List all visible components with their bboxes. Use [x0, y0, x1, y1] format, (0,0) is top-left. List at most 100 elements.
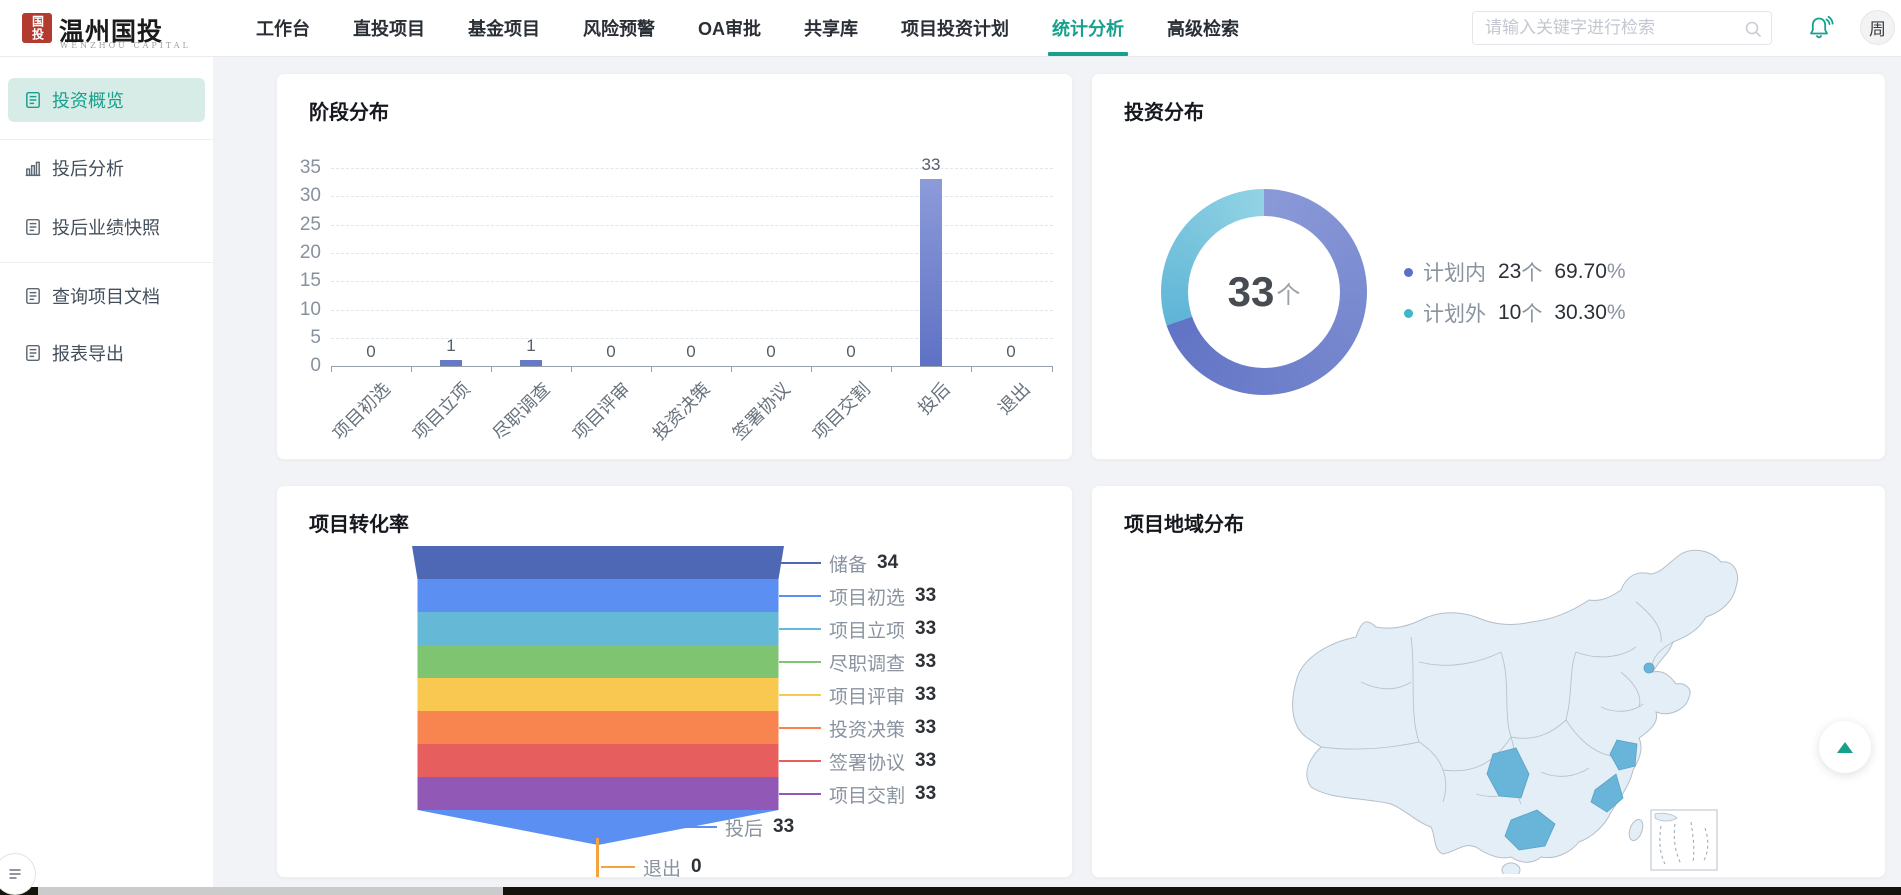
horizontal-scrollbar-track[interactable] [0, 887, 1901, 895]
funnel-label-row: 项目评审 33 [779, 684, 936, 708]
regional-distribution-card: 项目地域分布 [1091, 485, 1886, 878]
funnel-stage-initial-selection[interactable] [417, 579, 779, 612]
funnel-label-row: 投资决策 33 [779, 717, 936, 741]
sidebar-item-label: 投后业绩快照 [52, 218, 160, 238]
connector-line [779, 760, 821, 762]
sidebar-divider [0, 262, 213, 263]
main-nav: 工作台 直投项目 基金项目 风险预警 OA审批 共享库 项目投资计划 统计分析 … [256, 0, 1239, 56]
funnel-stage-sign-agreement[interactable] [417, 744, 779, 777]
nav-item-fund-projects[interactable]: 基金项目 [468, 19, 540, 39]
nav-item-advanced-search[interactable]: 高级检索 [1167, 19, 1239, 39]
x-tick [811, 367, 812, 372]
donut-total-unit: 个 [1276, 281, 1301, 309]
memo-lines-icon [9, 869, 21, 879]
legend-dot [1404, 267, 1413, 277]
x-category-label: 项目立项 [408, 378, 474, 444]
funnel-stage-project-closing[interactable] [417, 777, 779, 810]
legend-item-out-of-plan[interactable]: 计划外 10 个 30.30 % [1404, 301, 1638, 326]
bar-value-label: 1 [526, 336, 536, 355]
funnel-stage-value: 33 [915, 651, 937, 672]
china-map[interactable] [1181, 542, 1801, 877]
x-tick [731, 367, 732, 372]
x-tick [1052, 367, 1053, 372]
legend-count: 10 [1498, 301, 1522, 324]
nav-item-oa-approval[interactable]: OA审批 [698, 19, 761, 39]
nav-item-shared-library[interactable]: 共享库 [804, 19, 858, 39]
y-tick-label: 25 [299, 214, 321, 235]
horizontal-scrollbar-thumb[interactable] [38, 887, 503, 895]
province-zhejiang[interactable] [1609, 739, 1638, 771]
x-category-label: 投后 [914, 378, 954, 419]
sidebar-item-label: 投资概览 [52, 91, 124, 111]
legend-item-in-plan[interactable]: 计划内 23 个 69.70 % [1404, 260, 1638, 285]
funnel-stage-value: 34 [877, 552, 899, 573]
sidebar-item-investment-overview[interactable]: 投资概览 [8, 78, 205, 122]
y-tick-label: 30 [299, 185, 321, 206]
x-tick [571, 367, 572, 372]
connector-line [779, 727, 821, 729]
nav-item-statistics-active[interactable]: 统计分析 [1048, 0, 1128, 56]
legend-count-unit: 个 [1521, 262, 1543, 285]
south-china-sea-inset [1650, 809, 1718, 871]
bar-stage-3[interactable] [520, 360, 542, 366]
bar-value-label: 1 [446, 336, 456, 355]
funnel-stage-project-review[interactable] [417, 678, 779, 711]
search-input[interactable] [1473, 12, 1771, 44]
province-hunan[interactable] [1486, 747, 1530, 799]
funnel-chart [412, 546, 784, 846]
bar-stage-2[interactable] [440, 360, 462, 366]
search-icon[interactable] [1744, 20, 1762, 43]
gridline [331, 168, 1053, 169]
connector-line [601, 866, 635, 868]
user-avatar[interactable]: 周 [1860, 10, 1895, 45]
province-guangdong[interactable] [1504, 809, 1556, 851]
legend-percent-unit: % [1606, 260, 1626, 283]
sidebar-item-performance-snapshot[interactable]: 投后业绩快照 [8, 205, 205, 249]
funnel-label-row: 项目立项 33 [779, 618, 936, 642]
x-category-label: 投资决策 [648, 378, 714, 444]
document-icon [24, 287, 42, 305]
nav-item-workbench[interactable]: 工作台 [256, 19, 310, 39]
document-icon [24, 344, 42, 362]
x-category-label: 项目初选 [328, 378, 394, 444]
funnel-stage-investment-decision[interactable] [417, 711, 779, 744]
legend-count-unit: 个 [1521, 303, 1543, 326]
legend-label: 计划外 [1423, 303, 1486, 326]
feedback-memo-button[interactable] [0, 853, 36, 895]
x-tick [971, 367, 972, 372]
province-beijing[interactable] [1643, 662, 1655, 674]
x-category-label: 尽职调查 [488, 378, 554, 444]
sidebar-item-query-project-docs[interactable]: 查询项目文档 [8, 274, 205, 318]
nav-item-risk-alert[interactable]: 风险预警 [583, 19, 655, 39]
document-icon [24, 91, 42, 109]
nav-item-direct-projects[interactable]: 直投项目 [353, 19, 425, 39]
x-tick [331, 367, 332, 372]
sidebar-item-report-export[interactable]: 报表导出 [8, 331, 205, 375]
bar-value-label: 0 [606, 342, 616, 361]
funnel-label-row: 储备 34 [779, 552, 899, 576]
donut-chart[interactable]: 33 个 [1161, 189, 1367, 395]
funnel-stage-name: 项目评审 [829, 686, 906, 708]
stage-distribution-card: 阶段分布 35 30 25 20 15 10 5 0 [276, 73, 1073, 460]
back-to-top-button[interactable] [1819, 721, 1871, 773]
funnel-stage-name: 签署协议 [829, 752, 906, 774]
x-tick [411, 367, 412, 372]
legend-percent: 30.30 [1554, 301, 1607, 324]
funnel-stage-project-approval[interactable] [417, 612, 779, 645]
funnel-stage-name: 项目立项 [829, 620, 906, 642]
nav-item-investment-plan[interactable]: 项目投资计划 [901, 19, 1009, 39]
bar-stage-8[interactable] [920, 179, 942, 366]
y-tick-label: 5 [310, 327, 321, 348]
y-tick-label: 35 [299, 157, 321, 178]
province-fujian[interactable] [1590, 773, 1624, 813]
funnel-stage-reserve[interactable] [412, 546, 784, 579]
legend-dot [1404, 308, 1413, 318]
x-axis-line [331, 366, 1053, 367]
sidebar-item-post-investment-analysis[interactable]: 投后分析 [8, 146, 205, 190]
investment-distribution-card: 投资分布 33 个 计划内 23 个 69.70 % 计划外 10 个 30.3… [1091, 73, 1886, 460]
funnel-stage-due-diligence[interactable] [417, 645, 779, 678]
notification-bell-icon[interactable] [1805, 13, 1835, 43]
x-category-label: 项目评审 [568, 378, 634, 444]
x-category-label: 项目交割 [808, 378, 874, 444]
connector-line [677, 826, 717, 828]
